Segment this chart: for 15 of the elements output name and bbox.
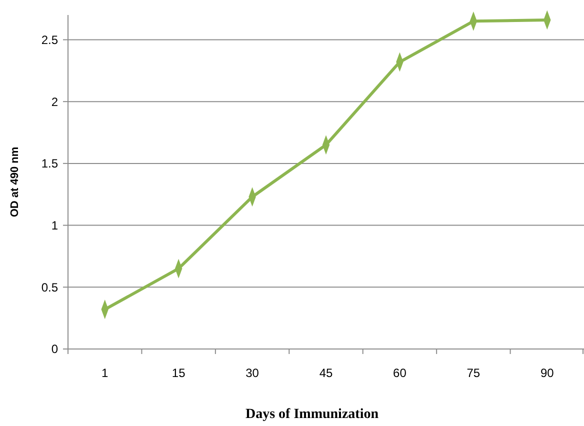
- x-tick-label: 1: [102, 366, 109, 380]
- x-tick-label: 30: [246, 366, 260, 380]
- y-axis-title: OD at 490 nm: [9, 146, 21, 218]
- x-tick-label: 15: [172, 366, 186, 380]
- y-tick-label: 1: [51, 218, 58, 232]
- x-tick-label: 75: [466, 366, 480, 380]
- x-axis-title: Days of Immunization: [245, 407, 379, 422]
- x-tick-label: 60: [393, 366, 407, 380]
- x-tick-label: 90: [540, 366, 554, 380]
- y-tick-label: 1.5: [41, 156, 58, 171]
- x-tick-label: 45: [319, 366, 333, 380]
- y-tick-label: 0: [51, 342, 58, 356]
- y-tick-label: 0.5: [41, 280, 58, 294]
- y-tick-label: 2.5: [41, 32, 58, 47]
- y-tick-label: 2: [51, 94, 58, 109]
